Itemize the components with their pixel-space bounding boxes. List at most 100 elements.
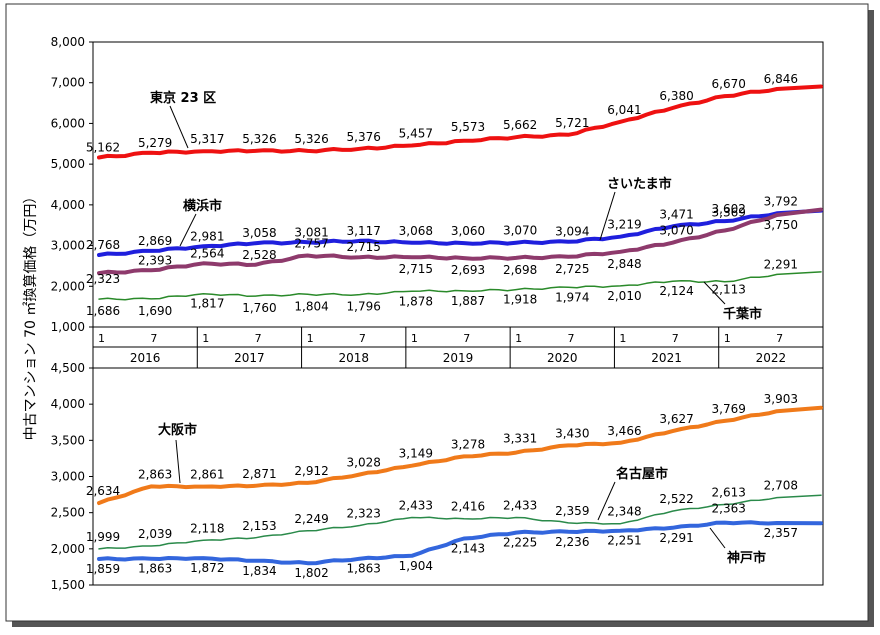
data-label-saitama: 2,757	[294, 236, 328, 250]
y-tick-label: 7,000	[51, 76, 85, 90]
data-label-tokyo: 5,457	[399, 127, 433, 141]
data-label-osaka: 2,861	[190, 468, 224, 482]
data-label-chiba: 1,974	[555, 290, 589, 304]
y-tick-label: 6,000	[51, 116, 85, 130]
series-name-osaka: 大阪市	[158, 422, 197, 438]
data-label-nagoya: 2,359	[555, 504, 589, 518]
data-label-kobe: 1,872	[190, 561, 224, 575]
data-label-saitama: 3,750	[764, 218, 798, 232]
data-label-osaka: 3,331	[503, 432, 537, 446]
data-label-tokyo: 5,162	[86, 141, 120, 155]
y-tick-label: 2,500	[51, 506, 85, 520]
y-tick-label: 1,500	[51, 578, 85, 592]
data-label-kobe: 2,251	[607, 534, 641, 548]
data-label-yokohama: 3,068	[399, 224, 433, 238]
data-label-osaka: 3,430	[555, 426, 589, 440]
data-label-osaka: 2,634	[86, 484, 120, 498]
data-label-yokohama: 2,768	[86, 238, 120, 252]
data-label-kobe: 2,143	[451, 541, 485, 555]
data-label-tokyo: 6,041	[607, 103, 641, 117]
data-label-tokyo: 5,662	[503, 118, 537, 132]
series-name-yokohama: 横浜市	[183, 198, 222, 214]
month-tick-label: 1	[202, 332, 209, 345]
data-label-tokyo: 5,326	[242, 132, 276, 146]
data-label-yokohama: 3,219	[607, 218, 641, 232]
data-label-tokyo: 5,573	[451, 120, 485, 134]
y-tick-label: 3,000	[51, 239, 85, 253]
data-label-saitama: 2,323	[86, 272, 120, 286]
data-label-yokohama: 3,060	[451, 224, 485, 238]
y-tick-label: 4,000	[51, 198, 85, 212]
data-label-nagoya: 2,613	[712, 485, 746, 499]
data-label-kobe: 2,225	[503, 536, 537, 550]
month-tick-label: 7	[463, 332, 470, 345]
data-label-osaka: 2,863	[138, 467, 172, 481]
data-label-nagoya: 2,416	[451, 500, 485, 514]
data-label-nagoya: 2,522	[659, 492, 693, 506]
data-label-osaka: 2,871	[242, 467, 276, 481]
data-label-nagoya: 2,433	[503, 499, 537, 513]
month-tick-label: 7	[359, 332, 366, 345]
data-label-kobe: 2,236	[555, 535, 589, 549]
year-tick-label: 2018	[338, 351, 369, 365]
month-tick-label: 1	[515, 332, 522, 345]
data-label-chiba: 1,804	[294, 299, 328, 313]
data-label-tokyo: 6,670	[712, 77, 746, 91]
month-tick-label: 1	[724, 332, 731, 345]
y-tick-label: 8,000	[51, 35, 85, 49]
month-tick-label: 7	[150, 332, 157, 345]
data-label-kobe: 1,859	[86, 562, 120, 576]
data-label-nagoya: 1,999	[86, 530, 120, 544]
data-label-saitama: 2,698	[503, 263, 537, 277]
data-label-nagoya: 2,249	[294, 512, 328, 526]
data-label-nagoya: 2,118	[190, 521, 224, 535]
data-label-kobe: 2,357	[764, 526, 798, 540]
data-label-yokohama: 3,094	[555, 225, 589, 239]
data-label-saitama: 2,564	[190, 246, 224, 260]
data-label-kobe: 1,802	[294, 566, 328, 580]
data-label-kobe: 1,834	[242, 564, 276, 578]
data-label-saitama: 2,715	[347, 240, 381, 254]
data-label-yokohama: 2,869	[138, 234, 172, 248]
y-tick-label: 4,000	[51, 397, 85, 411]
data-label-yokohama: 2,981	[190, 229, 224, 243]
data-label-yokohama: 3,792	[764, 194, 798, 208]
series-name-kobe: 神戸市	[727, 550, 766, 566]
y-tick-label: 2,000	[51, 542, 85, 556]
month-tick-label: 7	[255, 332, 262, 345]
month-tick-label: 1	[411, 332, 418, 345]
year-tick-label: 2020	[547, 351, 578, 365]
data-label-nagoya: 2,708	[764, 479, 798, 493]
data-label-yokohama: 3,058	[242, 226, 276, 240]
data-label-chiba: 1,918	[503, 293, 537, 307]
data-label-saitama: 2,393	[138, 253, 172, 267]
data-label-chiba: 1,887	[451, 294, 485, 308]
data-label-chiba: 2,124	[659, 284, 693, 298]
y-tick-label: 5,000	[51, 157, 85, 171]
data-label-chiba: 1,817	[190, 297, 224, 311]
month-tick-label: 1	[307, 332, 314, 345]
data-label-yokohama: 3,070	[503, 224, 537, 238]
series-name-chiba: 千葉市	[723, 306, 762, 322]
data-label-kobe: 2,363	[712, 502, 746, 516]
data-label-saitama: 2,693	[451, 263, 485, 277]
data-label-osaka: 3,028	[347, 455, 381, 469]
series-name-tokyo: 東京 23 区	[150, 90, 216, 106]
data-label-tokyo: 5,326	[294, 132, 328, 146]
data-label-kobe: 2,291	[659, 531, 693, 545]
month-tick-label: 1	[619, 332, 626, 345]
series-name-nagoya: 名古屋市	[616, 466, 668, 482]
data-label-osaka: 3,149	[399, 447, 433, 461]
year-tick-label: 2016	[130, 351, 161, 365]
data-label-yokohama: 3,471	[659, 207, 693, 221]
month-tick-label: 7	[776, 332, 783, 345]
year-tick-label: 2021	[651, 351, 682, 365]
data-label-tokyo: 5,279	[138, 136, 172, 150]
month-tick-label: 1	[98, 332, 105, 345]
series-name-saitama: さいたま市	[607, 176, 672, 192]
data-label-yokohama: 3,117	[347, 224, 381, 238]
y-tick-label: 1,000	[51, 320, 85, 334]
year-tick-label: 2019	[443, 351, 474, 365]
